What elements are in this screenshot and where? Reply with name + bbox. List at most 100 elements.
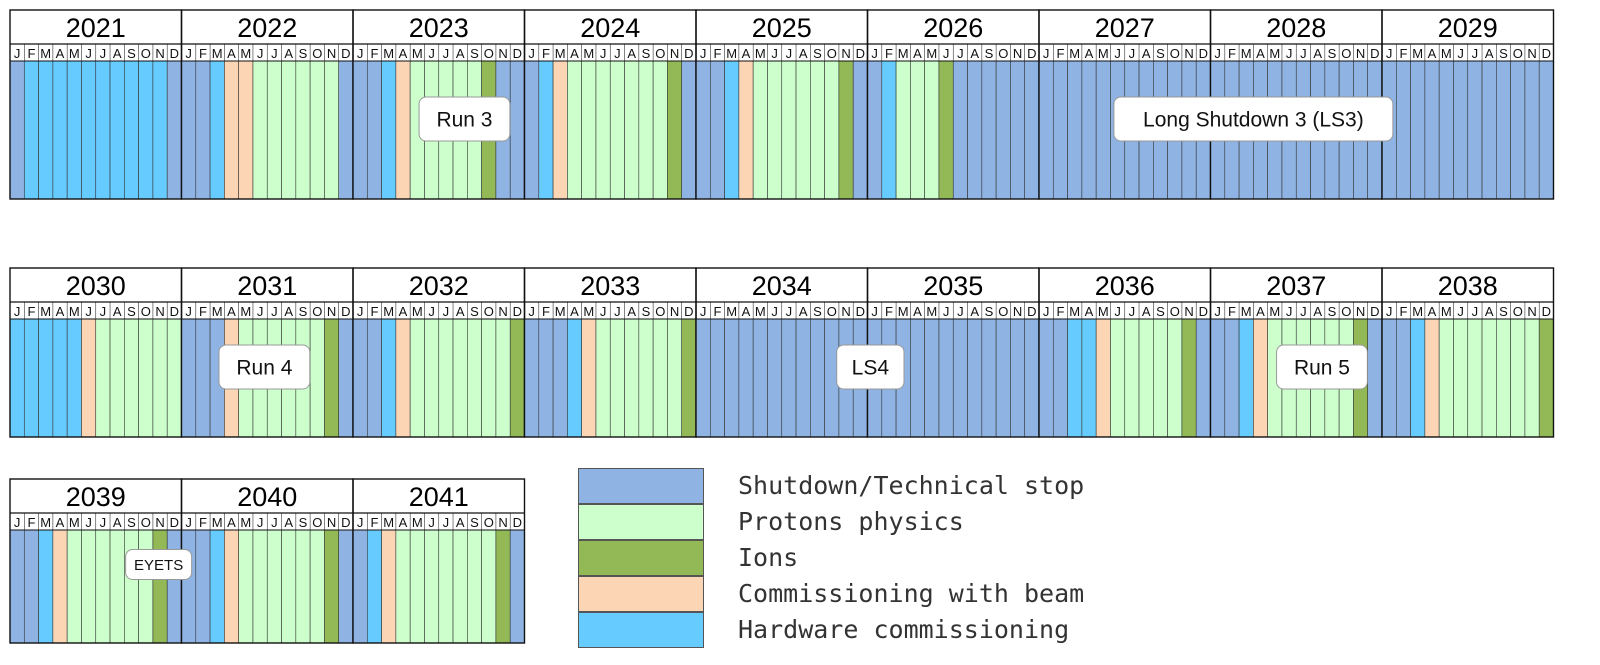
month-letter: M <box>383 304 394 319</box>
month-letter: D <box>684 46 693 61</box>
month-bar <box>709 318 725 438</box>
month-letter: M <box>1241 46 1252 61</box>
period-callout-label: Long Shutdown 3 (LS3) <box>1143 109 1364 132</box>
month-letter: J <box>85 304 92 319</box>
month-letter: D <box>684 304 693 319</box>
month-letter: A <box>227 515 236 530</box>
month-bar <box>1481 60 1497 200</box>
year-label: 2035 <box>923 271 983 301</box>
month-bar <box>23 318 39 438</box>
month-letter: M <box>1412 304 1423 319</box>
month-letter: F <box>713 46 721 61</box>
month-bar <box>652 318 668 438</box>
month-letter: N <box>155 304 164 319</box>
month-bar <box>81 529 97 644</box>
month-letter: F <box>199 304 207 319</box>
month-letter: M <box>926 304 937 319</box>
month-bar <box>952 60 968 200</box>
period-callout: Run 3 <box>418 96 511 142</box>
month-bar <box>366 529 382 644</box>
period-callout: Long Shutdown 3 (LS3) <box>1113 96 1394 142</box>
month-bar <box>1496 60 1511 200</box>
month-letter: O <box>1170 304 1180 319</box>
month-letter: F <box>713 304 721 319</box>
period-callout-box <box>418 96 511 142</box>
month-letter: F <box>370 304 378 319</box>
legend-item-shutdown: Shutdown/Technical stop <box>578 468 1138 505</box>
month-bar <box>509 60 525 200</box>
month-letter: F <box>199 515 207 530</box>
month-bar <box>395 60 411 200</box>
month-bar <box>681 60 697 200</box>
month-bar <box>609 60 625 200</box>
month-bar <box>138 318 154 438</box>
month-letter: J <box>185 46 192 61</box>
month-letter: D <box>170 46 179 61</box>
month-letter: D <box>341 515 350 530</box>
month-letter: N <box>1184 46 1193 61</box>
month-letter: M <box>383 515 394 530</box>
month-letter: J <box>614 46 621 61</box>
month-letter: M <box>1412 46 1423 61</box>
month-letter: O <box>141 46 151 61</box>
month-bar <box>1410 318 1426 438</box>
month-bar <box>924 60 940 200</box>
month-letter: J <box>1300 304 1307 319</box>
legend-swatch-protons <box>578 504 704 540</box>
month-letter: A <box>456 515 465 530</box>
month-letter: O <box>141 304 151 319</box>
month-letter: J <box>600 46 607 61</box>
month-letter: J <box>357 515 364 530</box>
month-letter: D <box>1027 46 1036 61</box>
month-letter: D <box>341 304 350 319</box>
month-letter: F <box>1228 304 1236 319</box>
month-letter: F <box>27 46 35 61</box>
month-letter: A <box>456 304 465 319</box>
month-bar <box>1410 60 1426 200</box>
month-letter: S <box>299 46 308 61</box>
month-bar <box>281 60 297 200</box>
year-label: 2037 <box>1266 271 1326 301</box>
month-bar <box>324 529 340 644</box>
month-letter: J <box>14 515 21 530</box>
month-letter: A <box>1428 46 1437 61</box>
month-bar <box>66 60 82 200</box>
month-bar <box>1224 318 1240 438</box>
month-letter: J <box>14 304 21 319</box>
month-bar <box>810 60 825 200</box>
month-letter: J <box>185 515 192 530</box>
period-callout-box <box>836 344 905 390</box>
month-bar <box>1067 60 1083 200</box>
month-bar <box>1095 318 1111 438</box>
month-letter: J <box>1472 46 1479 61</box>
month-bar <box>195 318 211 438</box>
month-bar <box>1467 60 1483 200</box>
year-label: 2024 <box>580 13 640 43</box>
month-letter: A <box>570 304 579 319</box>
month-letter: M <box>212 46 223 61</box>
month-bar <box>1367 318 1383 438</box>
month-letter: M <box>212 515 223 530</box>
month-bar <box>667 318 683 438</box>
month-bar <box>852 60 868 200</box>
month-letter: J <box>1214 304 1221 319</box>
month-bar <box>38 529 54 644</box>
month-letter: M <box>40 304 51 319</box>
month-bar <box>195 60 211 200</box>
month-letter: J <box>943 304 950 319</box>
month-bar <box>338 529 354 644</box>
month-bar <box>281 529 297 644</box>
month-bar <box>409 318 425 438</box>
month-bar <box>366 60 382 200</box>
month-bar <box>209 60 225 200</box>
month-bar <box>781 318 797 438</box>
month-bar <box>567 60 582 200</box>
month-bar <box>381 60 397 200</box>
month-bar <box>1424 318 1440 438</box>
month-bar <box>352 529 368 644</box>
month-letter: S <box>470 304 479 319</box>
month-letter: M <box>755 46 766 61</box>
month-bar <box>324 318 340 438</box>
